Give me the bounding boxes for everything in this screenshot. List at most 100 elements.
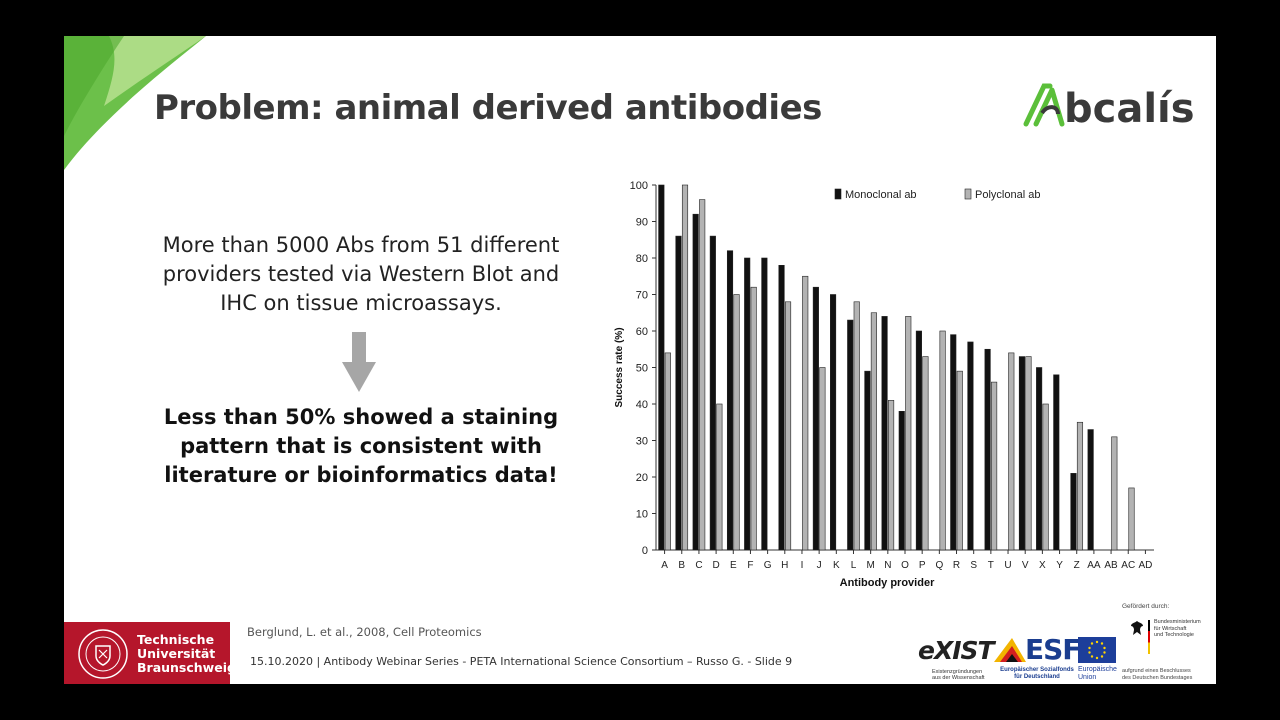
bar-polyclonal: [956, 370, 963, 551]
german-eagle-icon: [1131, 621, 1143, 635]
bmwi-line: Bundesministerium: [1154, 619, 1201, 625]
legend-label: Monoclonal ab: [845, 189, 917, 201]
bar-polyclonal: [716, 403, 723, 551]
esf-sub-line: für Deutschland: [1014, 674, 1060, 680]
x-tick-label: F: [747, 560, 753, 571]
bmwi-label: Bundesministerium für Wirtschaft und Tec…: [1154, 619, 1201, 639]
esf-logo: ESF: [1025, 633, 1081, 666]
x-tick-label: Z: [1074, 560, 1080, 571]
x-tick-label: C: [695, 560, 702, 571]
x-tick-label: T: [988, 560, 994, 571]
bar-polyclonal: [699, 199, 706, 551]
bar-polyclonal: [939, 330, 946, 551]
x-axis-label: Antibody provider: [840, 577, 935, 589]
funding-label: Gefördert durch:: [1122, 603, 1170, 610]
x-tick-label: AA: [1087, 560, 1101, 571]
tu-line: Universität: [137, 646, 216, 661]
x-tick-label: V: [1022, 560, 1029, 571]
exist-logo: eXIST: [918, 636, 995, 665]
bar-polyclonal: [819, 367, 826, 551]
y-tick-label: 80: [636, 253, 648, 265]
x-tick-label: J: [817, 560, 822, 571]
bar-polyclonal: [905, 316, 912, 551]
bar-monoclonal: [675, 235, 682, 551]
x-tick-label: AC: [1121, 560, 1135, 571]
bar-polyclonal: [1025, 356, 1032, 551]
y-tick-label: 100: [630, 180, 648, 192]
bar-monoclonal: [812, 286, 819, 551]
conclusion-text: Less than 50% showed a staining pattern …: [144, 403, 578, 490]
body-text: More than 5000 Abs from 51 different pro…: [144, 231, 578, 318]
bar-monoclonal: [881, 316, 888, 551]
bar-polyclonal: [1008, 352, 1015, 551]
exist-sub-line: aus der Wissenschaft: [932, 675, 985, 681]
bar-polyclonal: [1111, 436, 1118, 551]
bar-polyclonal: [1042, 403, 1049, 551]
x-tick-label: D: [712, 560, 719, 571]
y-axis-label: Success rate (%): [614, 327, 625, 407]
x-tick-label: N: [884, 560, 891, 571]
x-tick-label: AD: [1138, 560, 1152, 571]
bmwi-sub-line: des Deutschen Bundestages: [1122, 674, 1193, 681]
x-tick-label: G: [764, 560, 772, 571]
bar-monoclonal: [761, 257, 768, 551]
exist-sub-line: Existenzgründungen: [932, 669, 983, 675]
citation: Berglund, L. et al., 2008, Cell Proteomi…: [247, 625, 482, 639]
y-tick-label: 50: [636, 363, 648, 375]
bar-monoclonal: [744, 257, 751, 551]
y-tick-label: 10: [636, 509, 648, 521]
bar-monoclonal: [984, 348, 991, 551]
x-tick-label: K: [833, 560, 840, 571]
bar-monoclonal: [915, 330, 922, 551]
x-tick-label: B: [678, 560, 685, 571]
bar-polyclonal: [853, 301, 860, 551]
x-tick-label: P: [919, 560, 926, 571]
legend-swatch-monoclonal: [834, 188, 842, 200]
down-arrow-icon: [342, 332, 376, 392]
exist-subtitle: Existenzgründungen aus der Wissenschaft: [932, 669, 985, 681]
bar-monoclonal: [1018, 356, 1026, 551]
y-tick-label: 20: [636, 472, 648, 484]
bar-monoclonal: [1036, 367, 1043, 551]
bmwi-subtitle: aufgrund eines Beschlusses des Deutschen…: [1122, 668, 1192, 681]
x-tick-label: E: [730, 560, 737, 571]
bar-monoclonal: [1070, 473, 1077, 551]
y-tick-label: 40: [636, 399, 648, 411]
bmwi-line: für Wirtschaft: [1154, 625, 1187, 632]
bar-monoclonal: [950, 334, 957, 551]
x-tick-label: AB: [1104, 560, 1118, 571]
bmwi-sub-line: aufgrund eines Beschlusses: [1122, 668, 1191, 674]
eu-line: Union: [1078, 674, 1097, 681]
conclusion-line: Less than 50% showed a staining: [163, 405, 559, 429]
bar-polyclonal: [888, 400, 895, 551]
x-tick-label: Q: [935, 560, 943, 571]
y-tick-label: 70: [636, 290, 648, 302]
bar-monoclonal: [778, 265, 785, 551]
bar-polyclonal: [870, 312, 877, 551]
bar-monoclonal: [726, 250, 734, 551]
body-line: More than 5000 Abs from 51 different: [162, 233, 560, 257]
bar-polyclonal: [1128, 487, 1135, 551]
y-tick-label: 90: [636, 217, 648, 229]
bar-monoclonal: [967, 341, 974, 551]
x-tick-label: L: [851, 560, 857, 571]
bar-polyclonal: [1076, 421, 1084, 551]
legend-label: Polyclonal ab: [975, 189, 1040, 201]
bar-polyclonal: [784, 301, 792, 551]
x-tick-label: H: [781, 560, 788, 571]
x-tick-label: U: [1004, 560, 1011, 571]
x-tick-label: A: [661, 560, 668, 571]
tu-seal-icon: [78, 629, 128, 679]
tu-name: Technische Universität Braunschweig: [137, 633, 236, 675]
bar-polyclonal: [664, 352, 671, 551]
x-tick-label: R: [953, 560, 960, 571]
abcalis-logo: bcalís: [1023, 83, 1195, 128]
y-tick-label: 60: [636, 326, 648, 338]
bar-monoclonal: [898, 411, 905, 551]
x-tick-label: O: [901, 560, 909, 571]
eu-label: Europäische Union: [1078, 666, 1117, 682]
x-tick-label: M: [866, 560, 874, 571]
svg-text:bcalís: bcalís: [1064, 86, 1195, 128]
conclusion-line: pattern that is consistent with: [180, 434, 542, 458]
